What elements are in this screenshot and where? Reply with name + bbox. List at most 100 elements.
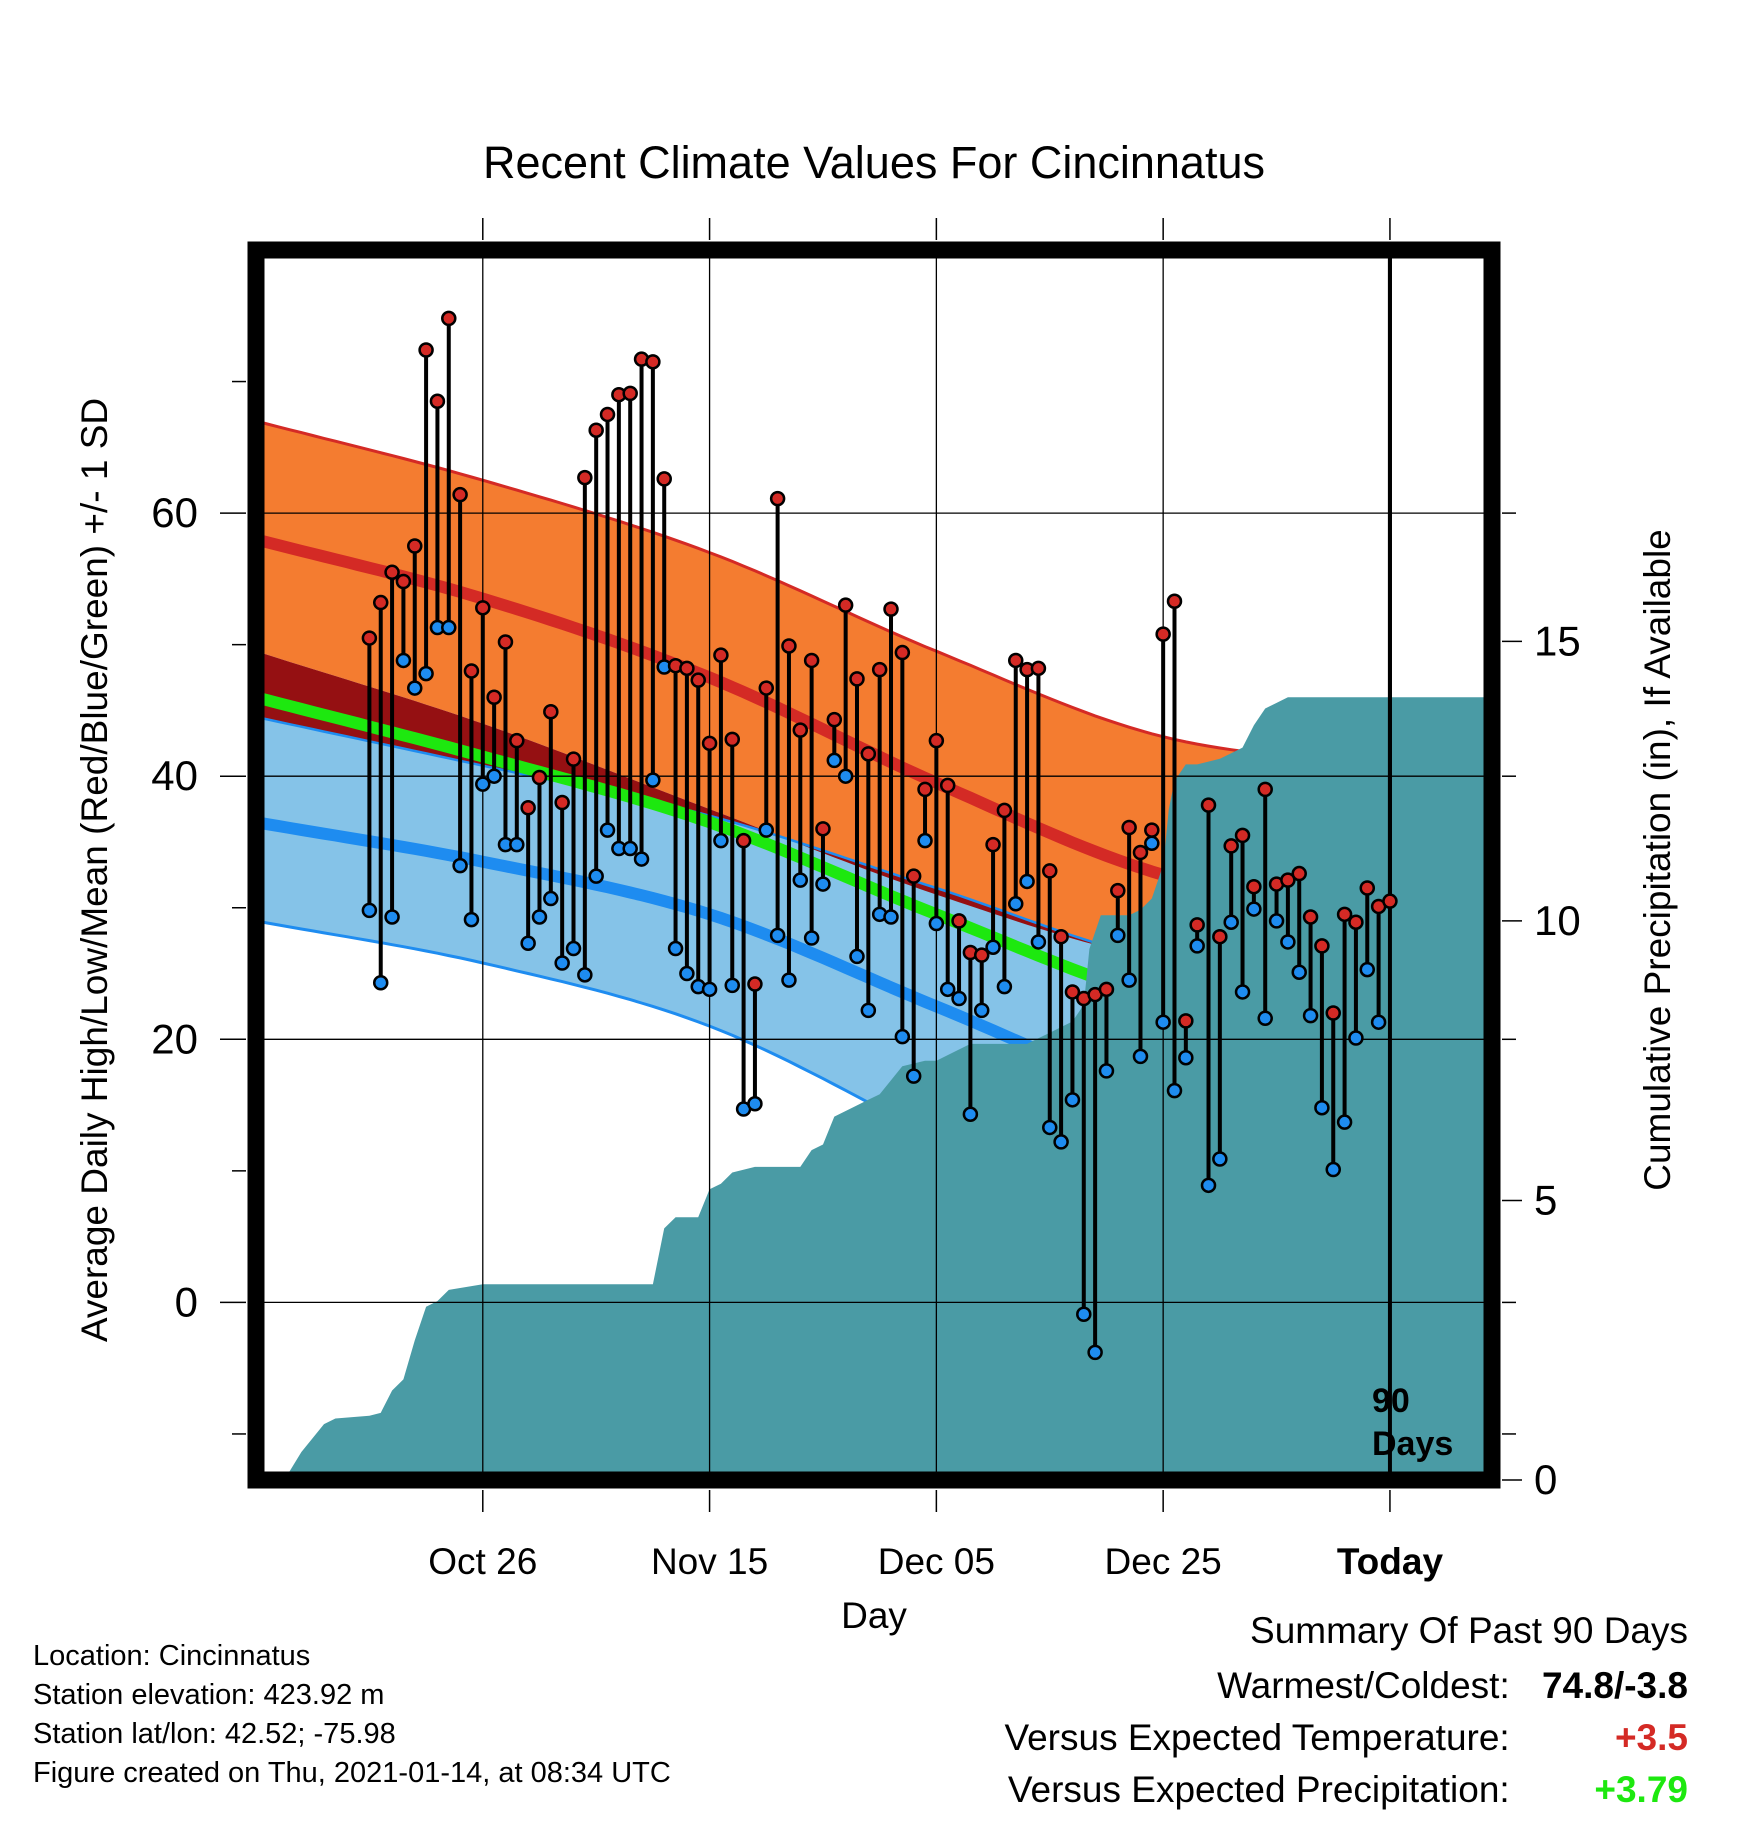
- temp-value: +3.5: [1614, 1717, 1688, 1758]
- obs-low-point: [395, 652, 412, 669]
- obs-high-point: [679, 660, 695, 677]
- obs-low-point: [667, 940, 684, 957]
- y-tick-label-right: 10: [1534, 897, 1581, 944]
- obs-low-point: [520, 935, 536, 952]
- obs-high-point: [1336, 906, 1353, 923]
- obs-low-point: [384, 909, 400, 925]
- obs-low-point: [860, 1002, 877, 1019]
- obs-low-point: [1348, 1030, 1364, 1046]
- station-latlon: Station lat/lon: 42.52; -75.98: [33, 1718, 396, 1750]
- obs-high-point: [1200, 797, 1217, 813]
- temp-label: Versus Expected Temperature:: [1004, 1717, 1510, 1758]
- obs-low-point: [531, 909, 548, 925]
- obs-high-point: [429, 393, 446, 410]
- obs-low-point: [939, 981, 956, 998]
- obs-low-point: [1178, 1049, 1194, 1066]
- obs-low-point: [1291, 964, 1307, 980]
- obs-high-point: [1030, 660, 1047, 677]
- obs-low-point: [441, 619, 457, 636]
- x-tick-label: Today: [1337, 1541, 1444, 1582]
- obs-high-point: [1110, 882, 1126, 899]
- summary-panel: Summary Of Past 90 Days Warmest/Coldest:…: [688, 1610, 1688, 1816]
- obs-high-point: [1098, 981, 1115, 998]
- x-tick-label: Oct 26: [428, 1541, 537, 1582]
- obs-high-point: [1382, 893, 1398, 909]
- obs-low-point: [792, 872, 809, 888]
- obs-high-point: [509, 732, 525, 749]
- plot-frame: [247, 241, 1501, 1489]
- obs-high-point: [599, 406, 616, 423]
- y-tick-label-right: 0: [1534, 1456, 1557, 1503]
- obs-low-point: [815, 876, 831, 892]
- obs-low-point: [475, 776, 491, 792]
- plot-clip-group: [256, 250, 1492, 1480]
- obs-low-point: [769, 927, 786, 944]
- obs-high-point: [792, 722, 809, 738]
- station-elevation: Station elevation: 423.92 m: [33, 1679, 385, 1711]
- obs-low-point: [1246, 901, 1262, 917]
- obs-high-point: [588, 422, 604, 438]
- obs-high-point: [1042, 863, 1058, 879]
- obs-high-point: [928, 732, 945, 749]
- obs-low-point: [713, 832, 729, 849]
- obs-high-point: [395, 573, 412, 590]
- obs-low-point: [985, 939, 1001, 955]
- obs-low-point: [407, 680, 423, 696]
- obs-high-point: [418, 342, 434, 358]
- obs-low-point: [418, 665, 434, 682]
- obs-high-point: [905, 868, 922, 884]
- obs-high-point: [452, 486, 468, 503]
- x-tick-label: Nov 15: [651, 1541, 768, 1582]
- obs-low-point: [599, 822, 616, 838]
- obs-high-point: [781, 638, 797, 654]
- obs-high-point: [645, 354, 661, 370]
- obs-high-point: [622, 385, 638, 402]
- obs-high-point: [407, 538, 423, 554]
- obs-high-point: [735, 832, 752, 849]
- x-axis-label: Day: [841, 1595, 907, 1636]
- obs-high-point: [463, 663, 480, 679]
- obs-high-point: [1257, 781, 1273, 798]
- obs-high-point: [1223, 838, 1239, 854]
- y-tick-label-left: 0: [175, 1278, 198, 1325]
- obs-low-point: [973, 1002, 990, 1019]
- obs-high-point: [1064, 984, 1081, 1000]
- obs-high-point: [973, 947, 990, 963]
- obs-high-point: [1359, 880, 1376, 896]
- obs-low-point: [1087, 1344, 1103, 1361]
- obs-low-point: [1234, 984, 1251, 1000]
- obs-low-point: [826, 752, 843, 769]
- obs-high-point: [441, 310, 457, 327]
- obs-low-point: [1053, 1134, 1069, 1150]
- figure-created: Figure created on Thu, 2021-01-14, at 08…: [33, 1757, 671, 1789]
- chart-title: Recent Climate Values For Cincinnatus: [483, 137, 1265, 188]
- obs-low-point: [1110, 927, 1126, 944]
- obs-low-point: [1155, 1014, 1171, 1030]
- obs-low-point: [1212, 1151, 1228, 1167]
- obs-low-point: [1302, 1007, 1319, 1024]
- obs-high-point: [1166, 593, 1183, 609]
- y-tick-label-right: 15: [1534, 617, 1581, 664]
- obs-high-point: [497, 634, 514, 650]
- y-axis-label-left: Average Daily High/Low/Mean (Red/Blue/Gr…: [74, 398, 115, 1342]
- obs-low-point: [1280, 934, 1296, 950]
- obs-high-point: [1325, 1005, 1341, 1021]
- obs-low-point: [1189, 938, 1205, 954]
- y-tick-label-left: 60: [151, 489, 198, 536]
- summary-temperature: Versus Expected Temperature: +3.5: [688, 1712, 1688, 1764]
- station-info: Location: Cincinnatus Station elevation:…: [33, 1637, 671, 1793]
- obs-high-point: [372, 594, 389, 611]
- obs-low-point: [701, 981, 718, 998]
- obs-high-point: [1121, 819, 1137, 836]
- obs-high-point: [656, 471, 672, 487]
- today-marker-label: 90 Days: [1372, 1382, 1453, 1463]
- obs-low-point: [622, 840, 638, 857]
- obs-low-point: [905, 1068, 922, 1084]
- plot-area: [247, 241, 1501, 1489]
- obs-high-point: [361, 630, 378, 646]
- summary-precipitation: Versus Expected Precipitation: +3.79: [688, 1764, 1688, 1816]
- obs-low-point: [1064, 1092, 1081, 1108]
- y-tick-label-right: 5: [1534, 1176, 1557, 1223]
- obs-low-point: [1076, 1306, 1092, 1322]
